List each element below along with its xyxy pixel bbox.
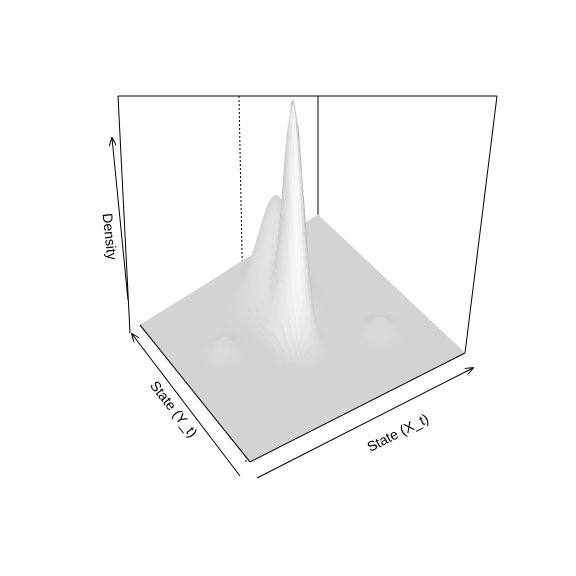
x-axis-label: State (X_t): [364, 410, 431, 455]
box-left-back-edge: [117, 95, 131, 334]
z-axis-label: Density: [100, 212, 121, 260]
box-right-back-edge: [464, 95, 498, 354]
density-surface: [139, 99, 466, 463]
